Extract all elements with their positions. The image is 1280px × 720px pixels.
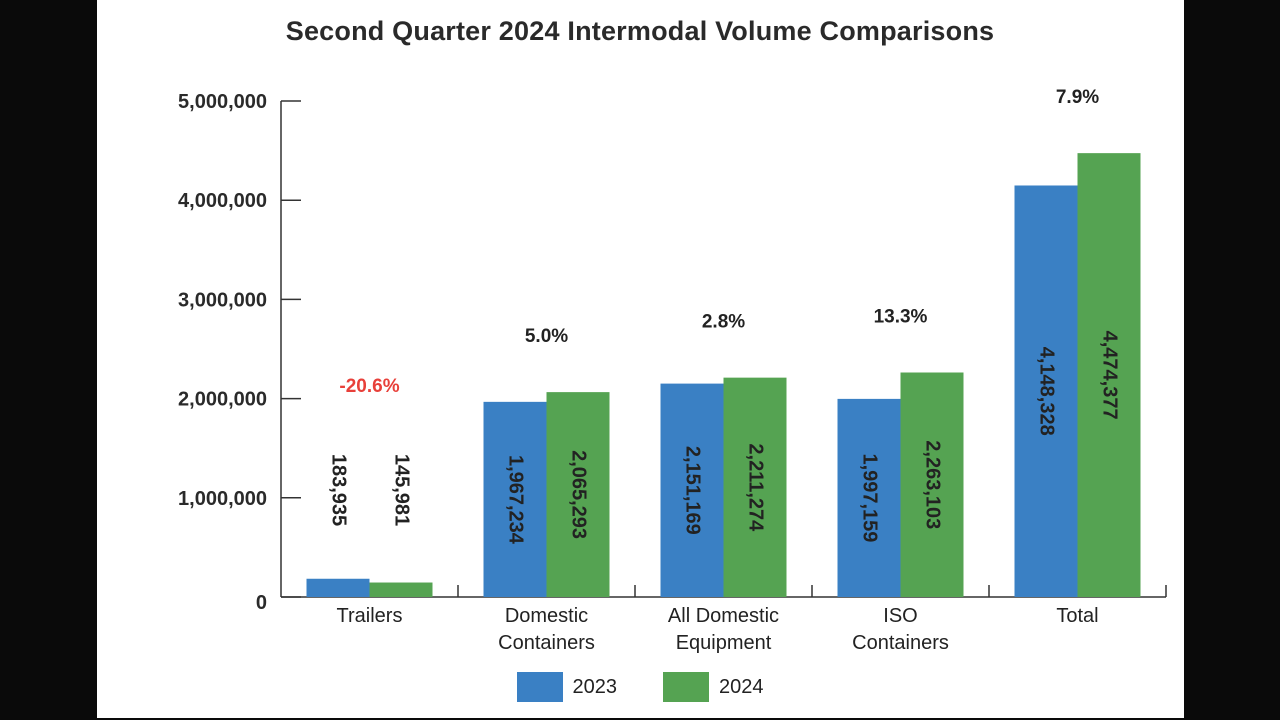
y-tick-label: 0 xyxy=(256,592,267,614)
category-label: ISO xyxy=(883,605,917,627)
bar-2024 xyxy=(546,392,610,597)
data-label: 2,065,293 xyxy=(568,450,590,539)
change-label: -20.6% xyxy=(339,376,399,397)
y-tick-label: 5,000,000 xyxy=(178,91,267,113)
data-label: 183,935 xyxy=(328,454,350,526)
category-label: Containers xyxy=(498,632,595,654)
category-label: Domestic xyxy=(505,605,588,627)
category-label: Total xyxy=(1056,605,1098,627)
category-label: Containers xyxy=(852,632,949,654)
y-tick-label: 4,000,000 xyxy=(178,190,267,212)
data-label: 2,211,274 xyxy=(745,443,767,532)
data-label: 145,981 xyxy=(391,454,413,526)
data-label: 4,474,377 xyxy=(1099,331,1121,420)
bar-2024 xyxy=(1077,153,1141,598)
data-label: 1,967,234 xyxy=(505,455,527,545)
change-label: 5.0% xyxy=(525,326,568,347)
bar-2024 xyxy=(369,582,433,597)
chart-panel xyxy=(97,0,1184,718)
category-label: All Domestic xyxy=(668,605,779,627)
change-label: 2.8% xyxy=(702,312,745,333)
category-label: Equipment xyxy=(676,632,772,654)
bar-2023 xyxy=(837,398,901,597)
y-tick-label: 3,000,000 xyxy=(178,289,267,311)
data-label: 2,263,103 xyxy=(922,440,944,529)
bar-2024 xyxy=(900,372,964,597)
data-label: 4,148,328 xyxy=(1036,347,1058,436)
bar-2024 xyxy=(723,377,787,597)
legend-label-2024: 2024 xyxy=(719,675,764,698)
change-label: 7.9% xyxy=(1056,87,1099,108)
y-tick-label: 2,000,000 xyxy=(178,389,267,411)
change-label: 13.3% xyxy=(874,307,928,328)
chart-title: Second Quarter 2024 Intermodal Volume Co… xyxy=(285,16,995,46)
data-label: 2,151,169 xyxy=(682,446,704,535)
bar-2023 xyxy=(1014,185,1078,598)
legend-item-2024: 2024 xyxy=(663,672,764,702)
bar-2023 xyxy=(660,383,724,597)
legend-label-2023: 2023 xyxy=(572,675,618,698)
category-label: Trailers xyxy=(337,605,403,627)
bar-2023 xyxy=(306,578,370,597)
legend-item-2023: 2023 xyxy=(516,672,618,702)
y-tick-label: 1,000,000 xyxy=(178,488,267,510)
bar-2023 xyxy=(483,401,547,597)
legend-swatch-2023 xyxy=(516,672,563,702)
legend-swatch-2024 xyxy=(663,672,709,702)
data-label: 1,997,159 xyxy=(859,453,881,542)
chart-legend: 2023 2024 xyxy=(0,672,1280,702)
